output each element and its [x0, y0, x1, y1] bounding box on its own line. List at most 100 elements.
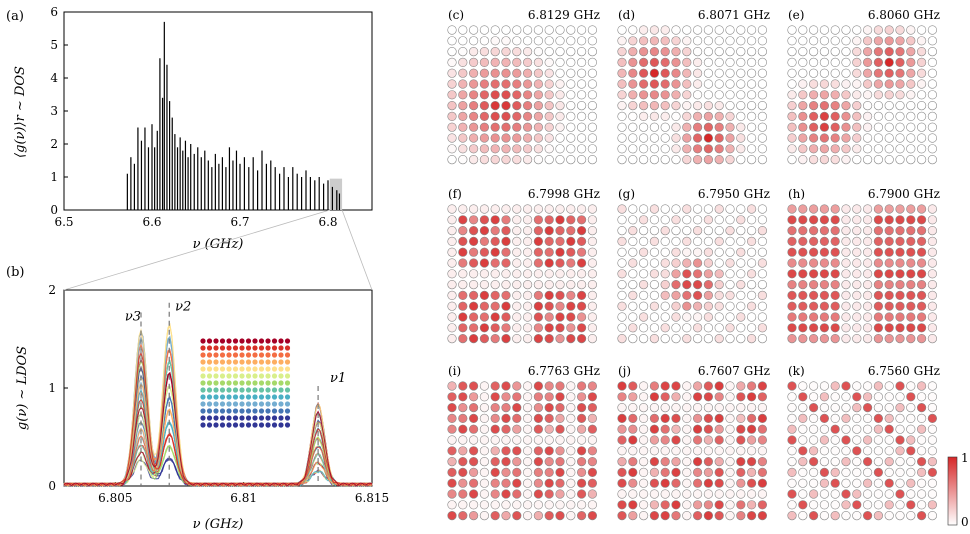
x-tick-label: 6.5 [54, 215, 73, 229]
lattice-site-amplitude [533, 467, 544, 478]
lattice-site [245, 394, 252, 400]
lattice-site-amplitude [862, 457, 873, 467]
lattice-site-amplitude [830, 247, 840, 257]
lattice-site-amplitude [906, 57, 916, 68]
ldos-curve [63, 350, 373, 487]
lattice-site-amplitude [447, 413, 457, 424]
lattice-site-amplitude [916, 290, 927, 301]
lattice-site-amplitude [447, 57, 457, 68]
lattice-site-amplitude [447, 446, 457, 456]
lattice-site-amplitude [808, 258, 819, 268]
lattice-site-amplitude [447, 334, 457, 344]
lattice-site-amplitude [566, 467, 576, 478]
lattice-site-amplitude [576, 100, 587, 111]
lattice-site-amplitude [533, 510, 544, 521]
lattice-site-amplitude [512, 258, 522, 268]
lattice-site-amplitude [649, 269, 660, 279]
lattice-site-amplitude [671, 467, 681, 478]
lattice-site-amplitude [757, 36, 768, 46]
lattice-site-amplitude [544, 111, 554, 121]
lattice-site-amplitude [862, 247, 873, 257]
lattice-site-amplitude [852, 204, 862, 214]
lattice-site-amplitude [587, 247, 598, 257]
lattice-site-amplitude [555, 424, 565, 434]
lattice-site [284, 380, 291, 386]
lattice-site-amplitude [628, 435, 638, 445]
lattice-site-amplitude [479, 90, 490, 100]
lattice-site [271, 387, 278, 393]
lattice-site-amplitude [458, 489, 468, 499]
lattice-site-amplitude [458, 144, 468, 154]
lattice-site-amplitude [649, 312, 660, 322]
lattice-site-amplitude [490, 46, 500, 57]
lattice-site-amplitude [736, 111, 746, 121]
lattice-site-amplitude [703, 489, 714, 499]
lattice-site-amplitude [660, 90, 670, 100]
lattice-site-amplitude [628, 144, 638, 154]
lattice-site-amplitude [862, 323, 873, 333]
lattice-site-amplitude [714, 122, 724, 132]
lattice-site-amplitude [714, 215, 724, 225]
lattice-site-amplitude [736, 68, 746, 78]
lattice-site-amplitude [787, 413, 797, 424]
lattice-site-amplitude [555, 467, 565, 478]
lattice-site-amplitude [725, 247, 735, 257]
lattice-site-amplitude [906, 269, 916, 279]
lattice-site-amplitude [736, 413, 746, 424]
lattice-site-amplitude [512, 478, 522, 488]
lattice-site-amplitude [703, 312, 714, 322]
lattice-site-amplitude [628, 269, 638, 279]
lattice-site-amplitude [501, 381, 511, 391]
lattice-site-amplitude [522, 247, 533, 257]
lattice-site-amplitude [927, 413, 938, 424]
lattice-site-amplitude [501, 226, 511, 236]
lattice-site-amplitude [906, 122, 916, 132]
lattice-site-amplitude [576, 236, 587, 246]
lattice-site-amplitude [916, 258, 927, 268]
y-tick-label: 2 [50, 137, 58, 151]
lattice-site-amplitude [927, 57, 938, 68]
lattice-site-amplitude [649, 57, 660, 68]
lattice-site-amplitude [522, 46, 533, 57]
heatmap-panel-label: (h) [788, 187, 805, 201]
lattice-site-amplitude [819, 510, 830, 521]
lattice-site-amplitude [873, 467, 884, 478]
lattice-site-amplitude [490, 381, 500, 391]
lattice-site-amplitude [458, 57, 468, 68]
lattice-site-amplitude [895, 111, 905, 121]
lattice-site-amplitude [725, 144, 735, 154]
lattice-site-amplitude [736, 334, 746, 344]
lattice-site-amplitude [757, 312, 768, 322]
lattice-site-amplitude [725, 323, 735, 333]
lattice-site-amplitude [649, 258, 660, 268]
lattice-site-amplitude [447, 258, 457, 268]
lattice-site-amplitude [617, 133, 627, 143]
lattice-site-amplitude [692, 510, 703, 521]
lattice-site [265, 387, 271, 393]
lattice-site-amplitude [649, 467, 660, 478]
lattice-site [284, 387, 291, 393]
lattice-site-amplitude [757, 280, 768, 290]
lattice-site-amplitude [555, 290, 565, 301]
lattice-site-amplitude [479, 280, 490, 290]
lattice-site-amplitude [587, 424, 598, 434]
lattice-site-amplitude [628, 236, 638, 246]
lattice-site-amplitude [927, 312, 938, 322]
lattice-site [271, 394, 278, 400]
lattice-site-amplitude [787, 446, 797, 456]
lattice-site-amplitude [927, 258, 938, 268]
lattice-site-amplitude [555, 258, 565, 268]
lattice-site-amplitude [501, 301, 511, 311]
lattice-site-amplitude [927, 457, 938, 467]
lattice-site-amplitude [512, 68, 522, 78]
lattice-site-amplitude [736, 435, 746, 445]
lattice-site-amplitude [703, 46, 714, 57]
lattice-site-amplitude [895, 68, 905, 78]
lattice-site [239, 345, 245, 351]
lattice-site-amplitude [490, 424, 500, 434]
lattice-site-amplitude [447, 247, 457, 257]
lattice-site-amplitude [906, 489, 916, 499]
lattice-site-amplitude [555, 100, 565, 111]
lattice-site-amplitude [458, 36, 468, 46]
lattice-site-amplitude [576, 413, 587, 424]
